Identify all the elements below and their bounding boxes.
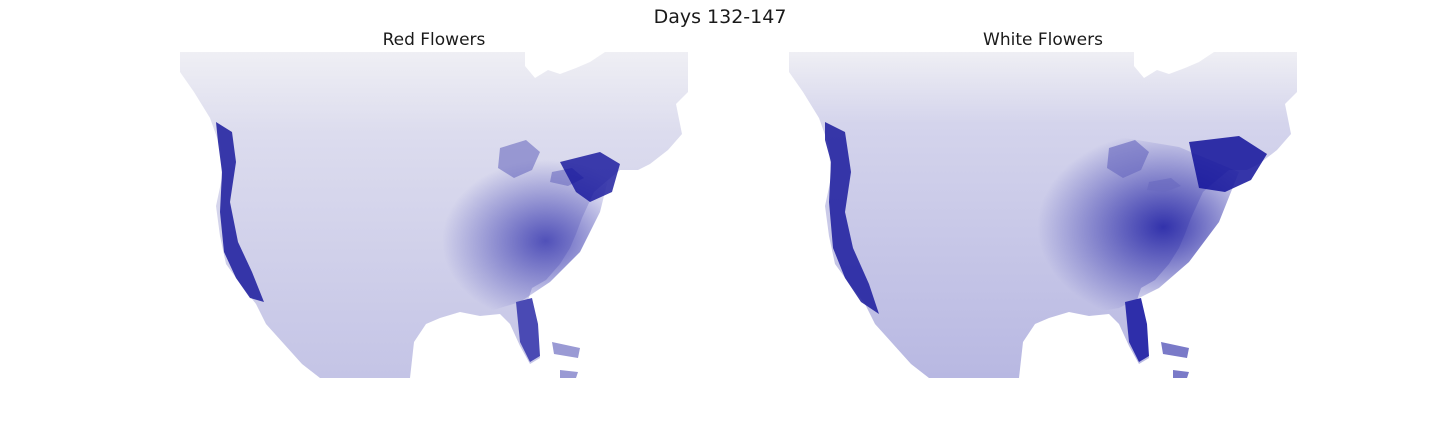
west-coast-bloom [216,122,264,302]
great-lakes [498,140,584,186]
map-white-flowers [789,52,1297,378]
map-red-flowers [180,52,688,378]
florida [516,298,540,362]
figure-title: Days 132-147 [653,6,787,28]
panel-title-red-flowers: Red Flowers [382,30,486,50]
great-lakes [1107,140,1181,192]
map-panel-white-flowers: White Flowers [789,28,1297,378]
panel-title-white-flowers: White Flowers [983,30,1103,50]
caribbean-islands [1161,342,1189,378]
northeast-coast-bloom [560,152,620,202]
northeast-coast-bloom [1189,136,1267,192]
map-panel-red-flowers: Red Flowers [180,28,688,378]
florida [1125,298,1149,362]
eastern-us-bloom [987,132,1239,322]
caribbean-islands [552,342,580,378]
eastern-us-bloom [380,142,610,322]
west-coast-bloom [825,122,879,314]
